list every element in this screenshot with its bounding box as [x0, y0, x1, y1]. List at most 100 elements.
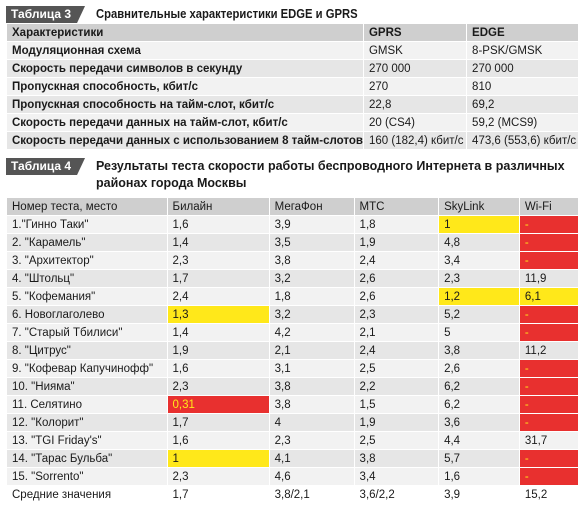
table4-cell: 3,4 — [354, 468, 439, 486]
table4-heading: Таблица 4 Результаты теста скорости рабо… — [6, 158, 579, 196]
table4-cell: - — [519, 378, 578, 396]
table4-cell: 5. "Кофемания" — [7, 288, 168, 306]
table4-cell: 1,7 — [167, 414, 269, 432]
table4-row: 14. "Тарас Бульба" 1 4,1 3,8 5,7- — [7, 450, 579, 468]
table4-cell: - — [519, 252, 578, 270]
table4-cell: 3,9 — [439, 486, 520, 504]
table3-title: Сравнительные характеристики EDGE и GPRS — [96, 6, 358, 23]
table4-cell: 11. Селятино — [7, 396, 168, 414]
table4-cell: 1,8 — [354, 216, 439, 234]
table4-cell: 9. "Кофевар Капучинофф" — [7, 360, 168, 378]
table4-cell: 6. Новоглаголево — [7, 306, 168, 324]
table4-cell: - — [519, 450, 578, 468]
table3-tag: Таблица 3 — [6, 6, 85, 23]
table4-row: 15. "Sorrento" 2,3 4,6 3,4 1,6- — [7, 468, 579, 486]
table4-header-row: Номер теста, место Билайн МегаФон МТС SkyLin… — [7, 198, 579, 216]
table3-cell: GMSK — [363, 42, 466, 60]
table3-row: Скорость передачи данных на тайм-слот, к… — [7, 114, 579, 132]
table4-cell: 2,4 — [167, 288, 269, 306]
table4-cell: 3. "Архитектор" — [7, 252, 168, 270]
table3-row: Скорость передачи данных с использование… — [7, 132, 579, 150]
table4-cell: 8. "Цитрус" — [7, 342, 168, 360]
table4-cell: 1,6 — [439, 468, 520, 486]
table4-row: 12. "Колорит" 1,7 4 1,9 3,6- — [7, 414, 579, 432]
table3-cell: 69,2 — [467, 96, 579, 114]
table4-cell: 1,9 — [354, 234, 439, 252]
table4-cell: 2,5 — [354, 432, 439, 450]
table3-cell: 20 (CS4) — [363, 114, 466, 132]
table4-cell: 2,2 — [354, 378, 439, 396]
table4-cell: 1,5 — [354, 396, 439, 414]
table4-cell: 3,6/2,2 — [354, 486, 439, 504]
table4-title: Результаты теста скорости работы беспров… — [96, 158, 566, 192]
table4-cell: 3,9 — [269, 216, 354, 234]
table3-cell: 270 — [363, 78, 466, 96]
table3-cell: 270 000 — [467, 60, 579, 78]
table4-cell: 1,6 — [167, 216, 269, 234]
table3-header-row: Характеристики GPRS EDGE — [7, 24, 579, 42]
table4-header-cell: Номер теста, место — [7, 198, 168, 216]
table4-cell: - — [519, 468, 578, 486]
table4-cell: 4 — [269, 414, 354, 432]
table4-cell: 3,8/2,1 — [269, 486, 354, 504]
table4-cell: 4,1 — [269, 450, 354, 468]
table4-cell: 2,4 — [354, 252, 439, 270]
table4-tag: Таблица 4 — [6, 158, 85, 175]
table4-row: 6. Новоглаголево 1,3 3,2 2,3 5,2- — [7, 306, 579, 324]
table4-cell: 2. "Карамель" — [7, 234, 168, 252]
table4-cell: 2,1 — [354, 324, 439, 342]
table4-cell: 2,6 — [354, 288, 439, 306]
table3-cell: 160 (182,4) кбит/с — [363, 132, 466, 150]
table4-row: 4. "Штольц" 1,7 3,2 2,6 2,3 11,9 — [7, 270, 579, 288]
table4-row: 3. "Архитектор" 2,3 3,8 2,4 3,4- — [7, 252, 579, 270]
table4-row: 2. "Карамель" 1,4 3,5 1,9 4,8- — [7, 234, 579, 252]
table4-row: 1."Гинно Таки" 1,6 3,9 1,8 1- — [7, 216, 579, 234]
table4-cell: 11,2 — [519, 342, 578, 360]
table4-header-cell: Wi-Fi — [519, 198, 578, 216]
table4-cell: 1 — [167, 450, 269, 468]
table4-cell: 10. "Нияма" — [7, 378, 168, 396]
table4-cell: 3,8 — [439, 342, 520, 360]
table4-cell: - — [519, 360, 578, 378]
table4-cell: 12. "Колорит" — [7, 414, 168, 432]
table4-cell: Средние значения — [7, 486, 168, 504]
table4-cell: 31,7 — [519, 432, 578, 450]
table4-cell: 2,1 — [269, 342, 354, 360]
table4-cell: 3,5 — [269, 234, 354, 252]
table4-cell: 5,2 — [439, 306, 520, 324]
table4-cell: 0,31 — [167, 396, 269, 414]
table3-cell: 810 — [467, 78, 579, 96]
table4-cell: 3,4 — [439, 252, 520, 270]
table3-cell: 8-PSK/GMSK — [467, 42, 579, 60]
table4-cell: 13. "TGI Friday's" — [7, 432, 168, 450]
table4-cell: 5,7 — [439, 450, 520, 468]
table4-cell: 4,6 — [269, 468, 354, 486]
table4-cell: 15,2 — [519, 486, 578, 504]
table4-cell: 6,1 — [519, 288, 578, 306]
table4-header-cell: Билайн — [167, 198, 269, 216]
table3-row: Модуляционная схема GMSK 8-PSK/GMSK — [7, 42, 579, 60]
table4-average-row: Средние значения 1,7 3,8/2,1 3,6/2,2 3,9 15,2 — [7, 486, 579, 504]
table3-header-cell: GPRS — [363, 24, 466, 42]
table4-cell: 7. "Старый Тбилиси" — [7, 324, 168, 342]
table4-cell: 3,8 — [269, 252, 354, 270]
table4-cell: - — [519, 234, 578, 252]
table3-cell: Пропускная способность на тайм-слот, кби… — [7, 96, 364, 114]
table3: Характеристики GPRS EDGE Модуляционная схем… — [6, 23, 579, 150]
table4-cell: 2,3 — [167, 378, 269, 396]
table4-cell: 15. "Sorrento" — [7, 468, 168, 486]
table4-cell: 1,6 — [167, 432, 269, 450]
table4-row: 11. Селятино 0,31 3,8 1,5 6,2- — [7, 396, 579, 414]
table4-cell: 1,7 — [167, 270, 269, 288]
table4-cell: 1,4 — [167, 324, 269, 342]
table4-header-cell: МТС — [354, 198, 439, 216]
table4-cell: 11,9 — [519, 270, 578, 288]
table4-cell: 3,8 — [269, 378, 354, 396]
table4-cell: 3,2 — [269, 306, 354, 324]
table4-cell: 1,8 — [269, 288, 354, 306]
table4-header-cell: МегаФон — [269, 198, 354, 216]
table3-row: Пропускная способность на тайм-слот, кби… — [7, 96, 579, 114]
table3-row: Скорость передачи символов в секунду 270 … — [7, 60, 579, 78]
table3-cell: Модуляционная схема — [7, 42, 364, 60]
table4-row: 7. "Старый Тбилиси" 1,4 4,2 2,1 5- — [7, 324, 579, 342]
